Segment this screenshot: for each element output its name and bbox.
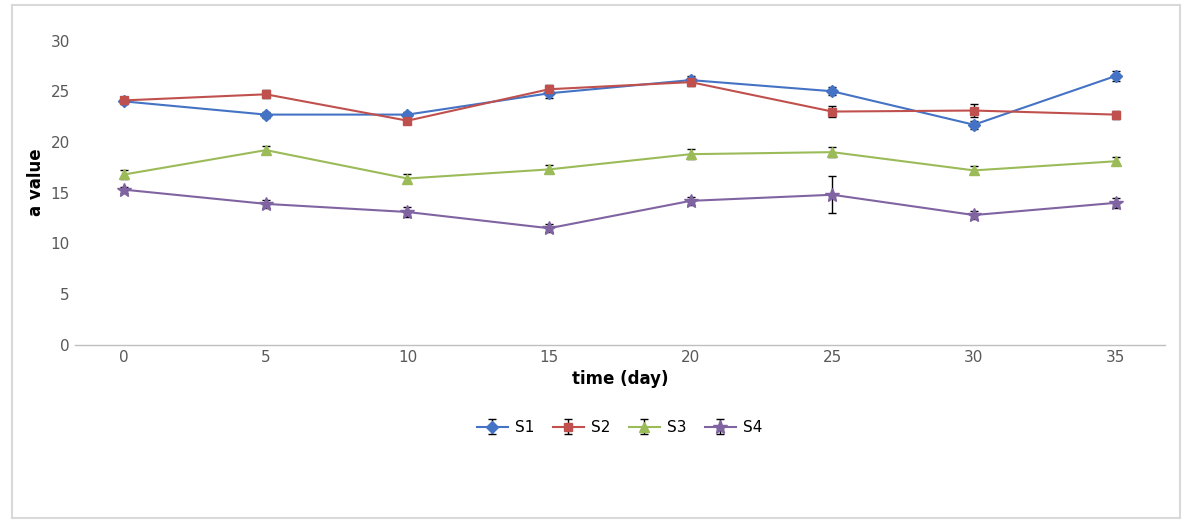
X-axis label: time (day): time (day) xyxy=(572,370,669,389)
Y-axis label: a value: a value xyxy=(27,149,45,217)
Legend: S1, S2, S3, S4: S1, S2, S3, S4 xyxy=(471,414,769,441)
